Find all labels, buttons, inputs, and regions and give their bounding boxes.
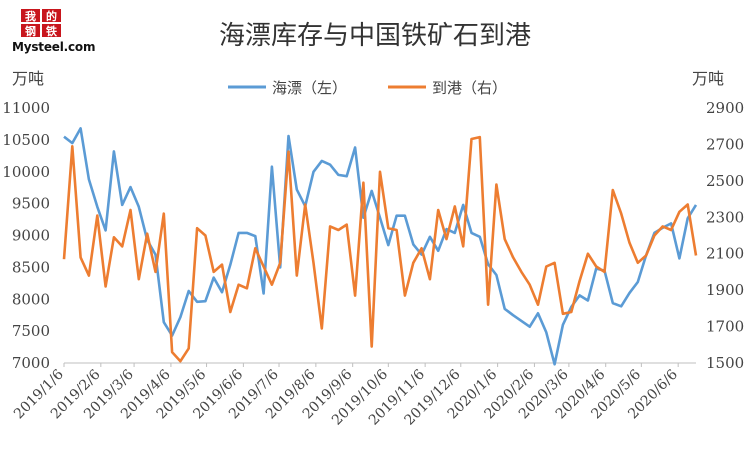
legend: 海漂（左） 到港（右） [228,79,507,97]
logo-site-name: Mysteel.com [12,40,96,54]
right-tick-label: 2300 [706,208,744,226]
chart-title: 海漂库存与中国铁矿石到港 [219,21,531,51]
legend-label-haipiao: 海漂（左） [272,79,347,97]
left-tick-label: 8500 [12,258,50,276]
right-axis-ticks: 1500 1700 1900 2100 2300 2500 2700 2900 [706,99,744,372]
left-tick-label: 10500 [2,131,50,149]
logo-char: 我 [20,8,41,23]
right-tick-label: 1900 [706,281,744,299]
mysteel-logo: 我 的 钢 铁 Mysteel.com [6,6,98,56]
logo-char: 铁 [41,23,62,38]
logo-char: 的 [41,8,62,23]
series-line-haipiao [63,127,698,366]
right-tick-label: 1700 [706,318,744,336]
right-tick-label: 2700 [706,135,744,153]
left-tick-label: 10000 [2,163,50,181]
left-tick-label: 9500 [12,195,50,213]
right-tick-label: 2100 [706,245,744,263]
right-axis-unit: 万吨 [692,69,724,88]
logo-badge: 我 的 钢 铁 [20,8,62,38]
right-tick-label: 2900 [706,99,744,117]
right-tick-label: 2500 [706,172,744,190]
legend-label-daogang: 到港（右） [432,79,507,97]
x-axis-ticks: 2019/1/62019/2/62019/3/62019/4/62019/5/6… [11,363,681,429]
series-lines [62,127,698,366]
left-axis-unit: 万吨 [12,69,44,88]
left-tick-label: 8000 [12,290,50,308]
left-axis-ticks: 7000 7500 8000 8500 9000 9500 10000 10500 11000 [2,99,50,372]
series-line-daogang [62,135,698,363]
left-tick-label: 7000 [12,354,50,372]
left-tick-label: 7500 [12,322,50,340]
logo-char: 钢 [20,23,41,38]
right-tick-label: 1500 [706,354,744,372]
left-tick-label: 11000 [2,99,50,117]
left-tick-label: 9000 [12,227,50,245]
